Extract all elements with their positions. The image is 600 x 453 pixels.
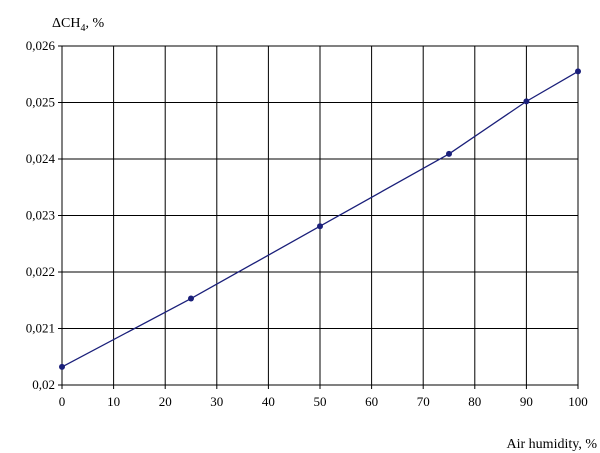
data-point — [188, 295, 194, 302]
x-tick-label: 50 — [314, 394, 327, 409]
x-tick-label: 60 — [365, 394, 378, 409]
data-point — [59, 363, 65, 370]
x-tick-label: 70 — [417, 394, 430, 409]
data-point — [575, 68, 581, 75]
y-tick-label: 0,026 — [26, 38, 56, 53]
x-tick-label: 10 — [107, 394, 120, 409]
x-tick-label: 0 — [59, 394, 66, 409]
data-point — [317, 223, 323, 230]
data-point — [446, 150, 452, 157]
data-points — [59, 68, 581, 370]
y-tick-label: 0,022 — [26, 264, 55, 279]
y-axis-label-subscript: 4 — [80, 23, 85, 34]
x-axis-ticks: 0 10 20 30 40 50 60 70 80 90 100 — [59, 385, 588, 409]
y-tick-label: 0,024 — [26, 151, 56, 166]
y-axis-label-prefix: ΔCH — [52, 16, 80, 31]
y-tick-label: 0,021 — [26, 321, 55, 336]
x-tick-label: 40 — [262, 394, 275, 409]
y-tick-label: 0,025 — [26, 95, 55, 110]
y-axis-label: ΔCH4, % — [52, 16, 104, 34]
y-tick-label: 0,023 — [26, 208, 55, 223]
data-point — [523, 98, 530, 105]
series-line — [61, 70, 579, 368]
x-tick-label: 80 — [468, 394, 481, 409]
y-tick-label: 0,02 — [32, 377, 55, 392]
x-tick-label: 30 — [210, 394, 223, 409]
x-tick-label: 90 — [520, 394, 533, 409]
grid — [61, 45, 579, 386]
y-axis-label-suffix: , % — [85, 16, 104, 31]
x-tick-label: 20 — [159, 394, 172, 409]
x-axis-label: Air humidity, % — [507, 437, 598, 452]
y-axis-ticks: 0,02 0,021 0,022 0,023 0,024 0,025 0,026 — [26, 38, 62, 392]
x-tick-label: 100 — [568, 394, 588, 409]
